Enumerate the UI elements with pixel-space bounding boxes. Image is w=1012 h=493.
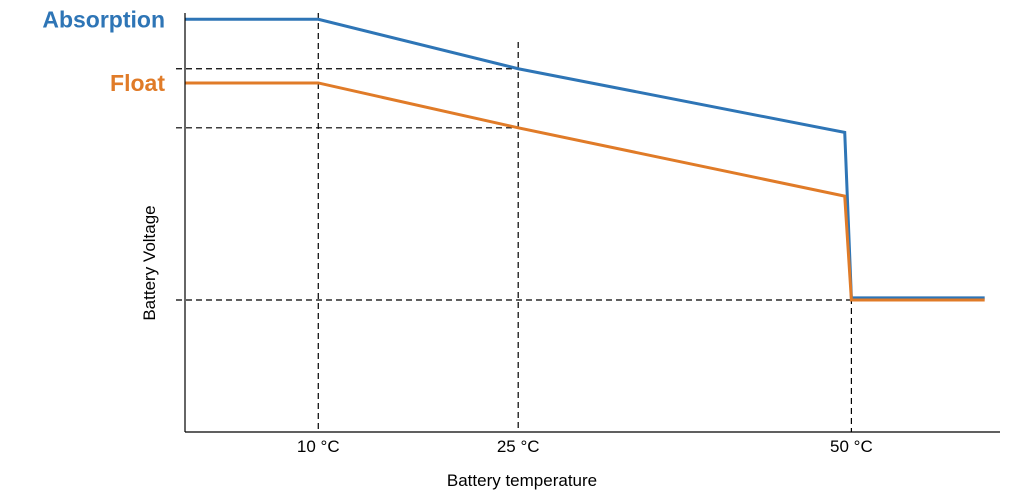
- x-axis-title: Battery temperature: [447, 471, 597, 490]
- reference-lines: [176, 13, 852, 432]
- y-axis-title: Battery Voltage: [140, 205, 159, 320]
- x-tick-labels: 10 °C 25 °C 50 °C: [297, 437, 873, 456]
- x-tick-label: 50 °C: [830, 437, 873, 456]
- series-lines: [185, 17, 985, 302]
- x-tick-label: 25 °C: [497, 437, 540, 456]
- series-line-float: [185, 81, 985, 302]
- series-labels: Absorption Float: [42, 6, 165, 96]
- series-line-absorption: [185, 17, 985, 300]
- series-label-float: Float: [110, 70, 165, 96]
- series-label-absorption: Absorption: [42, 6, 165, 32]
- x-tick-label: 10 °C: [297, 437, 340, 456]
